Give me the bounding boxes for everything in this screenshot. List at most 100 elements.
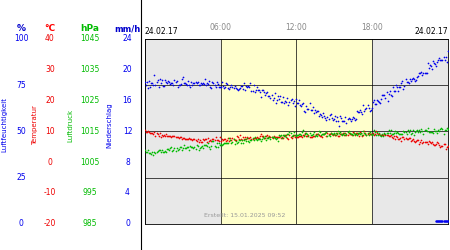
Point bbox=[380, 134, 387, 138]
Point bbox=[434, 140, 441, 144]
Point bbox=[284, 136, 291, 140]
Point bbox=[181, 146, 189, 150]
Point bbox=[266, 135, 273, 139]
Point bbox=[142, 83, 149, 87]
Point bbox=[405, 130, 412, 134]
Point bbox=[301, 109, 308, 113]
Point bbox=[436, 143, 443, 147]
Point bbox=[385, 128, 392, 132]
Point bbox=[203, 144, 211, 148]
Point bbox=[402, 76, 409, 80]
Point bbox=[255, 136, 262, 140]
Point bbox=[429, 60, 436, 64]
Point bbox=[260, 134, 267, 138]
Point bbox=[356, 134, 363, 138]
Point bbox=[405, 136, 412, 140]
Point bbox=[298, 130, 306, 134]
Point bbox=[194, 80, 201, 84]
Point bbox=[220, 138, 227, 142]
Point bbox=[345, 129, 352, 133]
Point bbox=[246, 84, 253, 88]
Point bbox=[315, 133, 323, 137]
Point bbox=[150, 84, 157, 87]
Text: 995: 995 bbox=[82, 188, 97, 198]
Point bbox=[250, 138, 257, 142]
Point bbox=[261, 90, 268, 94]
Point bbox=[333, 131, 341, 135]
Point bbox=[257, 138, 265, 142]
Point bbox=[198, 144, 206, 148]
Point bbox=[182, 137, 189, 141]
Text: 24.02.17: 24.02.17 bbox=[414, 27, 448, 36]
Point bbox=[248, 138, 255, 142]
Point bbox=[366, 109, 373, 113]
Point bbox=[248, 90, 255, 94]
Point bbox=[439, 127, 446, 131]
Point bbox=[151, 130, 158, 134]
Point bbox=[440, 55, 447, 59]
Point bbox=[337, 132, 344, 136]
Point bbox=[356, 108, 364, 112]
Point bbox=[187, 138, 194, 141]
Point bbox=[155, 84, 162, 88]
Point bbox=[169, 134, 176, 138]
Point bbox=[169, 81, 176, 85]
Point bbox=[148, 82, 156, 86]
Point bbox=[185, 83, 193, 87]
Point bbox=[323, 134, 330, 138]
Text: Temperatur: Temperatur bbox=[32, 105, 39, 145]
Bar bbox=[372, 39, 448, 224]
Point bbox=[435, 128, 442, 132]
Point bbox=[331, 114, 338, 118]
Point bbox=[443, 220, 450, 224]
Point bbox=[203, 81, 211, 85]
Point bbox=[331, 133, 338, 137]
Point bbox=[319, 135, 326, 139]
Point bbox=[227, 136, 234, 140]
Point bbox=[221, 137, 229, 141]
Point bbox=[162, 149, 169, 153]
Point bbox=[378, 133, 385, 137]
Point bbox=[148, 152, 155, 156]
Point bbox=[325, 132, 332, 136]
Point bbox=[236, 86, 243, 90]
Point bbox=[238, 138, 246, 141]
Point bbox=[246, 136, 253, 140]
Point bbox=[144, 150, 151, 154]
Point bbox=[381, 93, 388, 97]
Point bbox=[376, 100, 383, 104]
Text: Luftdruck: Luftdruck bbox=[68, 108, 73, 142]
Point bbox=[252, 136, 259, 140]
Point bbox=[380, 133, 387, 137]
Point bbox=[182, 146, 189, 150]
Point bbox=[390, 90, 397, 94]
Point bbox=[264, 133, 271, 137]
Point bbox=[152, 150, 159, 154]
Point bbox=[332, 132, 339, 136]
Point bbox=[249, 136, 256, 140]
Point bbox=[172, 80, 179, 84]
Point bbox=[251, 136, 258, 140]
Point bbox=[406, 128, 414, 132]
Point bbox=[441, 220, 448, 224]
Point bbox=[432, 129, 439, 133]
Point bbox=[255, 137, 262, 141]
Point bbox=[216, 85, 223, 89]
Point bbox=[279, 133, 287, 137]
Point bbox=[271, 136, 278, 140]
Point bbox=[258, 136, 265, 140]
Point bbox=[158, 133, 166, 137]
Point bbox=[151, 73, 158, 77]
Point bbox=[270, 134, 277, 138]
Point bbox=[228, 142, 235, 146]
Point bbox=[417, 71, 424, 75]
Point bbox=[247, 135, 254, 139]
Point bbox=[215, 85, 222, 89]
Point bbox=[294, 133, 302, 137]
Point bbox=[427, 141, 434, 145]
Point bbox=[230, 137, 237, 141]
Point bbox=[297, 133, 305, 137]
Point bbox=[159, 150, 166, 154]
Point bbox=[166, 134, 173, 138]
Point bbox=[220, 84, 227, 88]
